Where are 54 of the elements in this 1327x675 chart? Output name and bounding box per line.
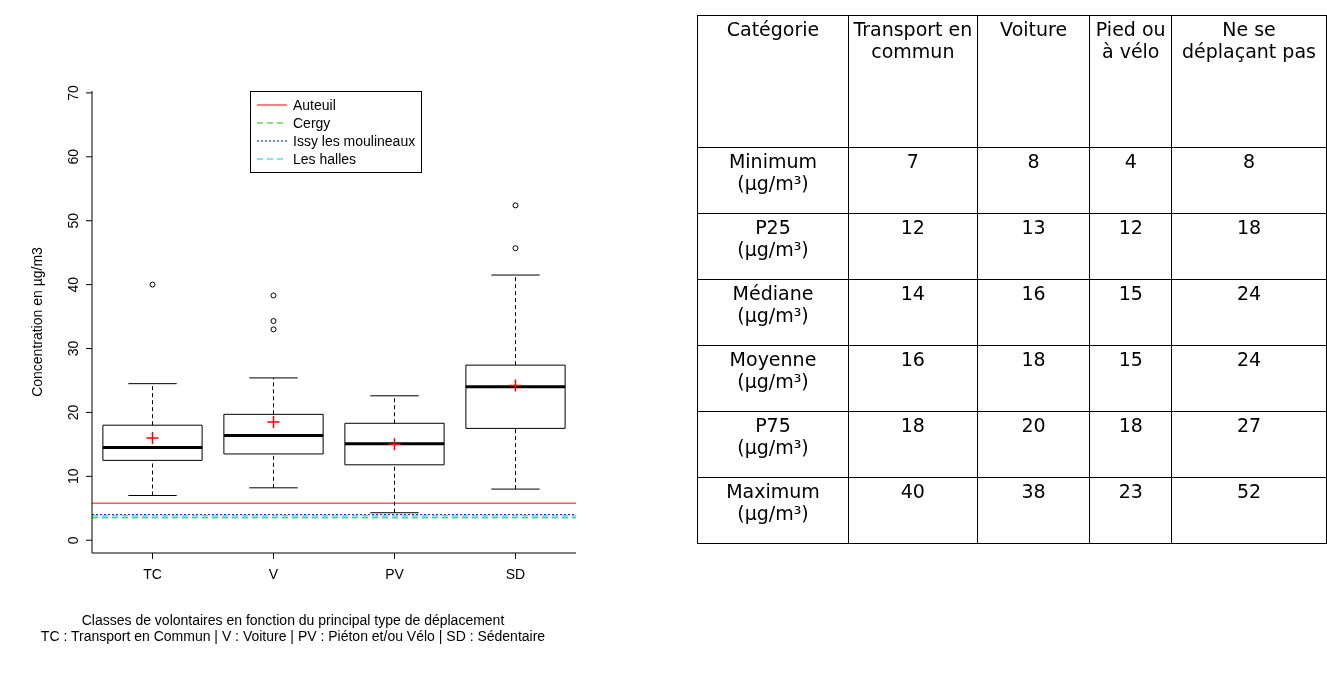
data-label: 23 [1089,477,1172,544]
data-label: 52 [1171,477,1327,544]
data-label: 18 [1171,213,1327,280]
data-label: 18 [848,411,978,478]
y-tick-label: 0 [65,536,81,545]
data-label: 14 [848,279,978,346]
text: TC : Transport en Commun | V : Voiture | PV : Piéton et/ou Vélo | SD : Sédentaire [39,628,547,644]
y-axis-title: Concentration en µg/m3 [28,246,45,397]
y-tick-label: 70 [65,84,81,101]
x-axis-title: Classes de volontaires en fonction du principal type de déplacement [80,612,506,628]
data-label: 27 [1171,411,1327,478]
y-tick-label: 30 [65,340,81,357]
y-tick-label: Médiane (µg/m³) [697,279,849,346]
data-label: 8 [1171,147,1327,214]
data-label: 18 [1089,411,1172,478]
y-tick-label: 60 [65,148,81,165]
legend-label: Auteuil [293,96,336,114]
y-tick-label: 10 [65,468,81,485]
y-tick-label: Minimum (µg/m³) [697,147,849,214]
x-tick-label: TC [143,565,162,582]
data-label: 24 [1171,279,1327,346]
legend-label: Cergy [293,114,331,132]
y-tick-label: Moyenne (µg/m³) [697,345,849,412]
y-tick-label: 40 [65,276,81,293]
data-label: 8 [977,147,1090,214]
data-label: 20 [977,411,1090,478]
y-tick-label: 50 [65,212,81,229]
x-tick-label: Transport en commun [848,15,978,148]
data-label: 4 [1089,147,1172,214]
y-axis-title: Catégorie [697,15,849,148]
x-tick-label: Pied ou à vélo [1089,15,1172,148]
legend-label: Les halles [293,150,357,168]
legend-label: Issy les moulineaux [293,132,416,150]
x-tick-label: Voiture [977,15,1090,148]
y-tick-label: P25 (µg/m³) [697,213,849,280]
data-label: 40 [848,477,978,544]
data-label: 13 [977,213,1090,280]
y-tick-label: Maximum (µg/m³) [697,477,849,544]
data-label: 24 [1171,345,1327,412]
data-label: 16 [848,345,978,412]
x-tick-label: Ne se déplaçant pas [1171,15,1327,148]
data-label: 16 [977,279,1090,346]
y-tick-label: P75 (µg/m³) [697,411,849,478]
data-label: 15 [1089,345,1172,412]
y-tick-label: 20 [65,404,81,421]
data-label: 18 [977,345,1090,412]
x-tick-label: PV [385,565,405,582]
data-label: 15 [1089,279,1172,346]
data-label: 12 [848,213,978,280]
x-tick-label: V [268,565,279,582]
data-label: 7 [848,147,978,214]
data-label: 38 [977,477,1090,544]
data-label: 12 [1089,213,1172,280]
x-tick-label: SD [505,565,526,582]
